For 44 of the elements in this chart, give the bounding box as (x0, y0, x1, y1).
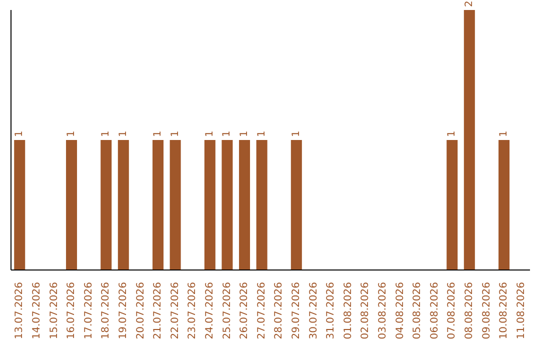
x-tick-label: 07.08.2026 (446, 282, 458, 340)
data-label: 1 (290, 130, 302, 137)
data-label: 1 (118, 130, 129, 137)
x-tick-label: 05.08.2026 (412, 282, 424, 340)
x-tick-label: 09.08.2026 (481, 282, 492, 340)
data-label: 1 (204, 130, 216, 137)
data-label: 1 (239, 130, 250, 137)
x-tick-label: 23.07.2026 (187, 282, 198, 340)
x-tick-label: 03.08.2026 (377, 282, 388, 340)
x-tick-label: 19.07.2026 (118, 282, 129, 340)
data-label: 1 (14, 130, 26, 137)
x-tick-label: 31.07.2026 (326, 282, 337, 340)
x-tick-label: 29.07.2026 (290, 282, 302, 340)
x-tick-label: 18.07.2026 (100, 282, 112, 340)
data-label: 1 (498, 130, 510, 137)
data-label: 1 (66, 130, 78, 137)
x-tick-label: 24.07.2026 (204, 282, 216, 340)
data-label: 2 (464, 0, 475, 7)
x-tick-label: 17.07.2026 (83, 282, 94, 340)
x-tick-label: 26.07.2026 (239, 282, 250, 340)
x-tick-label: 28.07.2026 (274, 282, 285, 340)
x-tick-label: 15.07.2026 (48, 282, 60, 340)
x-tick-label: 08.08.2026 (464, 282, 475, 340)
x-tick-label: 13.07.2026 (14, 282, 26, 340)
x-tick-label: 11.08.2026 (516, 282, 527, 340)
data-label: 1 (446, 130, 458, 137)
x-tick-label: 06.08.2026 (429, 282, 440, 340)
x-tick-label: 30.07.2026 (308, 282, 320, 340)
x-tick-label: 14.07.2026 (31, 282, 42, 340)
data-label: 1 (100, 130, 112, 137)
data-label: 1 (256, 130, 268, 137)
x-tick-label: 21.07.2026 (152, 282, 164, 340)
x-tick-label: 16.07.2026 (66, 282, 78, 340)
x-tick-label: 01.08.2026 (342, 282, 354, 340)
data-label: 1 (152, 130, 164, 137)
x-tick-label: 25.07.2026 (222, 282, 233, 340)
x-tick-label: 22.07.2026 (170, 282, 181, 340)
data-label: 1 (222, 130, 233, 137)
x-tick-label: 04.08.2026 (394, 282, 406, 340)
x-tick-label: 27.07.2026 (256, 282, 268, 340)
x-tick-label: 10.08.2026 (498, 282, 510, 340)
x-tick-label: 20.07.2026 (135, 282, 146, 340)
x-tick-label: 02.08.2026 (360, 282, 372, 340)
data-label: 1 (170, 130, 181, 137)
